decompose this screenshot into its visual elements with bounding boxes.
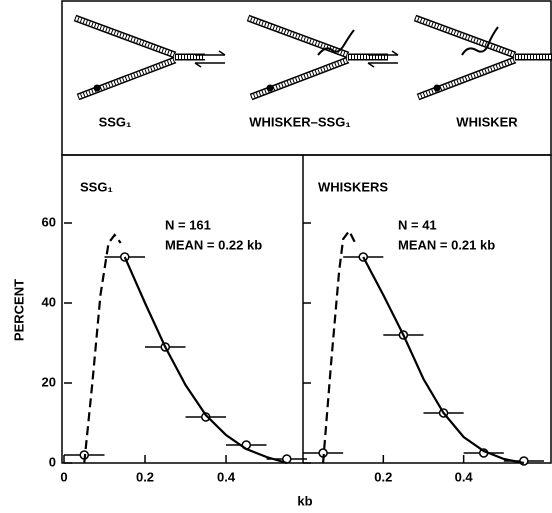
whisker <box>317 29 355 56</box>
annotation: N = 41 <box>398 217 437 232</box>
fit-curve <box>83 233 122 464</box>
primer-dot <box>433 84 441 92</box>
y-tick-label: 0 <box>49 454 56 469</box>
dna-strand <box>250 58 349 99</box>
equilibrium-arrow <box>367 62 398 68</box>
equilibrium-arrow <box>368 50 399 56</box>
x-tick-label: 0.4 <box>217 469 236 484</box>
diagram-label: WHISKER <box>456 114 518 129</box>
x-tick-label: 0.2 <box>374 469 392 484</box>
chart-frame <box>61 154 552 464</box>
dna-strand <box>414 16 516 57</box>
x-tick-label: 0.4 <box>455 469 474 484</box>
annotation: N = 161 <box>165 217 211 232</box>
x-axis-label: kb <box>297 493 312 508</box>
primer-dot <box>266 84 274 92</box>
data-point <box>201 412 211 422</box>
x-tick-label: 0.2 <box>136 469 154 484</box>
equilibrium-arrow <box>194 62 225 68</box>
dna-strand <box>74 16 176 57</box>
dna-strand <box>77 58 176 99</box>
dna-strand <box>417 58 516 99</box>
panel-title: WHISKERS <box>318 179 388 194</box>
data-point <box>519 456 529 466</box>
y-tick-label: 40 <box>42 294 56 309</box>
x-tick-label: 0 <box>60 469 67 484</box>
fit-curve <box>123 256 288 465</box>
diagram-label: WHISKER–SSG₁ <box>249 114 350 129</box>
equilibrium-arrow <box>195 50 226 56</box>
y-tick-label: 60 <box>42 214 56 229</box>
panel-title: SSG₁ <box>80 179 113 194</box>
fit-curve <box>321 228 357 464</box>
y-tick-label: 20 <box>42 374 56 389</box>
primer-dot <box>93 84 101 92</box>
annotation: MEAN = 0.21 kb <box>398 237 495 252</box>
y-axis-label: PERCENT <box>11 279 26 341</box>
annotation: MEAN = 0.22 kb <box>165 237 262 252</box>
fit-curve <box>362 256 525 465</box>
diagram-label: SSG₁ <box>99 114 132 129</box>
whisker <box>461 26 499 56</box>
